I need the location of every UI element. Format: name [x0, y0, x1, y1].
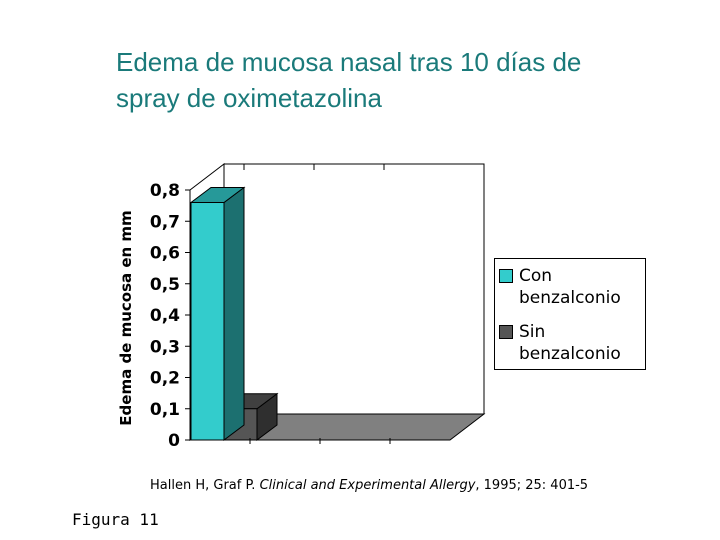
citation-journal: Clinical and Experimental Allergy: [259, 478, 476, 493]
y-tick-label: 0,7: [150, 212, 180, 232]
y-tick-label: 0,3: [150, 337, 180, 357]
citation-authors: Hallen H, Graf P.: [150, 478, 260, 493]
legend-item-con-benzalconio: Con benzalconio: [499, 265, 643, 309]
legend-label-con-benzalconio: Con benzalconio: [519, 266, 621, 308]
legend: Con benzalconio Sin benzalconio: [494, 258, 646, 370]
bar-side-con-benzalconio: [223, 186, 245, 441]
legend-swatch-con-benzalconio: [499, 269, 513, 283]
y-tick-label: 0,5: [150, 275, 180, 295]
back-wall: [223, 163, 485, 415]
y-tick-label: 0: [168, 431, 180, 451]
legend-item-sin-benzalconio: Sin benzalconio: [499, 321, 643, 365]
legend-label-sin-benzalconio: Sin benzalconio: [519, 322, 621, 364]
figure-label: Figura 11: [72, 510, 159, 529]
y-tick-label: 0,2: [150, 369, 180, 389]
chart-title-line-1: Edema de mucosa nasal tras 10 días de: [116, 47, 582, 77]
y-axis-title: Edema de mucosa en mm: [117, 210, 135, 425]
citation: Hallen H, Graf P. Clinical and Experimen…: [150, 478, 588, 493]
y-tick-label: 0,1: [150, 400, 180, 420]
y-tick-label: 0,6: [150, 244, 180, 264]
chart-title-line-2: spray de oximetazolina: [116, 83, 382, 113]
plot-area: 0 0,1 0,2 0,3 0,4 0,5 0,6 0,7 0,8 Edema de mucosa…: [117, 162, 486, 451]
y-tick-label: 0,8: [150, 181, 180, 201]
y-tick-label: 0,4: [150, 306, 180, 326]
chart-title: Edema de mucosa nasal tras 10 días de sp…: [116, 44, 676, 116]
legend-swatch-sin-benzalconio: [499, 325, 513, 339]
bar-con-benzalconio: [190, 202, 225, 441]
citation-details: , 1995; 25: 401-5: [475, 478, 589, 493]
